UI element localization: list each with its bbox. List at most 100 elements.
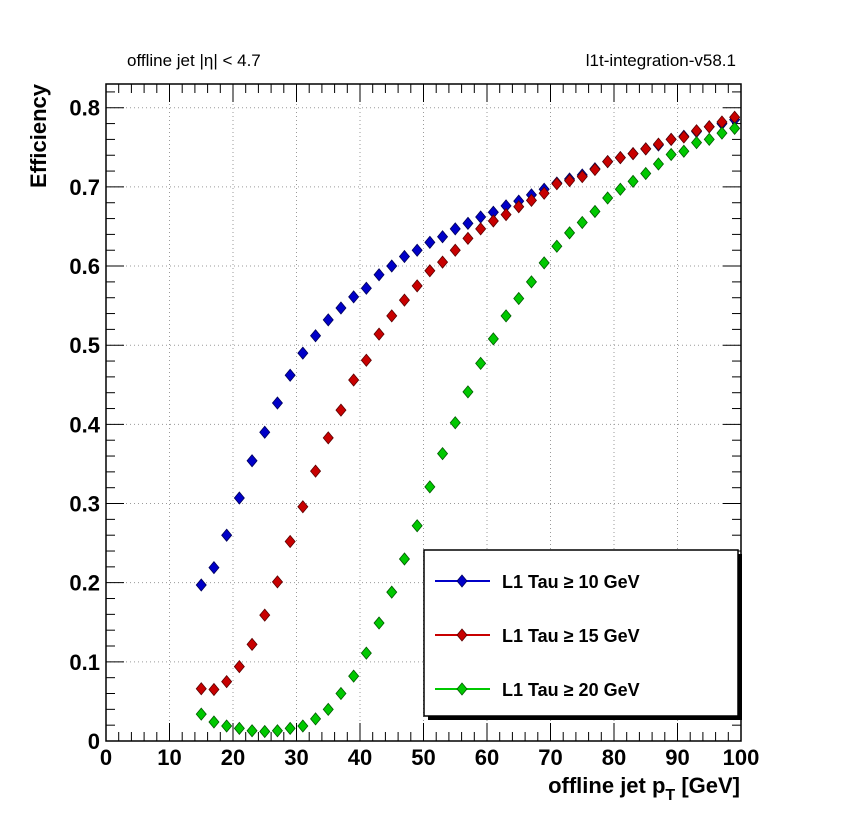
data-point <box>627 147 639 161</box>
data-point <box>487 332 499 346</box>
data-point <box>373 268 385 282</box>
x-axis-title: offline jet pT [GeV] <box>548 773 740 804</box>
legend-marker <box>456 574 468 588</box>
data-point <box>386 259 398 273</box>
data-point <box>691 124 703 138</box>
data-point <box>348 669 360 683</box>
data-point <box>373 327 385 341</box>
legend-label: L1 Tau ≥ 20 GeV <box>502 680 640 700</box>
data-point <box>538 186 550 200</box>
x-tick-label: 20 <box>221 745 245 770</box>
data-point <box>437 255 449 269</box>
data-point <box>271 724 283 738</box>
data-point <box>678 144 690 158</box>
data-point <box>652 137 664 151</box>
y-tick-label: 0.8 <box>69 96 100 121</box>
data-point <box>525 275 537 289</box>
legend-entry-3: L1 Tau ≥ 20 GeV <box>435 680 640 700</box>
data-point <box>424 264 436 278</box>
data-point <box>411 279 423 293</box>
data-point <box>259 608 271 622</box>
data-point <box>335 403 347 417</box>
x-tick-label: 40 <box>348 745 372 770</box>
series-2 <box>195 110 741 697</box>
data-point <box>335 301 347 315</box>
data-point <box>564 226 576 240</box>
data-point <box>513 200 525 214</box>
data-point <box>221 675 233 689</box>
data-point <box>195 707 207 721</box>
data-point <box>348 373 360 387</box>
data-point <box>729 121 741 135</box>
data-point <box>614 182 626 196</box>
series-1 <box>195 112 741 592</box>
data-point <box>589 162 601 177</box>
data-point <box>437 447 449 461</box>
data-point <box>322 431 334 445</box>
data-point <box>437 230 449 244</box>
data-point <box>411 243 423 257</box>
data-point <box>322 313 334 327</box>
x-tick-label: 50 <box>411 745 435 770</box>
series-3 <box>195 121 741 739</box>
data-point <box>538 256 550 270</box>
data-point <box>640 142 652 156</box>
data-point <box>614 150 626 165</box>
data-point <box>233 721 245 735</box>
tick-labels: 0 10 20 30 40 50 60 70 80 90 100 0 0.1 0.2 0.3 0.4 0.5 0.… <box>69 96 759 770</box>
data-point <box>449 416 461 430</box>
data-point <box>564 173 576 188</box>
data-point <box>259 724 271 739</box>
legend: L1 Tau ≥ 10 GeV L1 Tau ≥ 15 GeV L1 Tau ≥ 2… <box>423 549 742 720</box>
data-point <box>233 659 245 674</box>
data-point <box>602 154 614 169</box>
data-point <box>525 193 537 207</box>
data-point <box>475 356 487 371</box>
x-tick-label: 10 <box>157 745 181 770</box>
data-point <box>221 528 233 542</box>
data-point <box>386 309 398 323</box>
data-point <box>652 157 664 171</box>
data-point <box>602 191 614 205</box>
data-point <box>310 712 322 726</box>
data-point <box>284 721 296 735</box>
data-point <box>703 120 715 134</box>
data-point <box>360 353 372 367</box>
data-point <box>310 329 322 343</box>
data-point <box>246 454 258 468</box>
legend-entry-2: L1 Tau ≥ 15 GeV <box>435 626 640 646</box>
legend-label: L1 Tau ≥ 15 GeV <box>502 626 640 646</box>
data-point <box>297 346 309 360</box>
legend-entry-1: L1 Tau ≥ 10 GeV <box>435 572 640 592</box>
data-point <box>398 552 410 566</box>
data-point <box>462 231 474 245</box>
data-point <box>246 637 258 652</box>
data-point <box>627 174 639 188</box>
y-tick-label: 0.5 <box>69 333 100 358</box>
y-tick-label: 0.6 <box>69 254 100 279</box>
data-point <box>703 132 715 147</box>
header-right-text: l1t-integration-v58.1 <box>586 51 736 70</box>
data-point <box>195 682 207 696</box>
data-point <box>665 132 677 147</box>
data-point <box>208 561 220 575</box>
x-tick-label: 0 <box>100 745 112 770</box>
data-points <box>195 110 741 739</box>
data-point <box>360 281 372 295</box>
data-point <box>513 291 525 306</box>
legend-label: L1 Tau ≥ 10 GeV <box>502 572 640 592</box>
y-tick-label: 0.7 <box>69 175 100 200</box>
data-point <box>411 519 423 533</box>
data-point <box>678 130 690 144</box>
data-point <box>208 682 220 697</box>
header-left-text: offline jet |η| < 4.7 <box>127 51 261 70</box>
y-tick-label: 0 <box>88 729 100 754</box>
data-point <box>259 425 271 439</box>
data-point <box>665 147 677 162</box>
data-point <box>348 290 360 304</box>
data-point <box>386 585 398 599</box>
x-tick-label: 80 <box>602 745 626 770</box>
x-tick-label: 90 <box>665 745 689 770</box>
data-point <box>271 396 283 410</box>
data-point <box>271 575 283 589</box>
